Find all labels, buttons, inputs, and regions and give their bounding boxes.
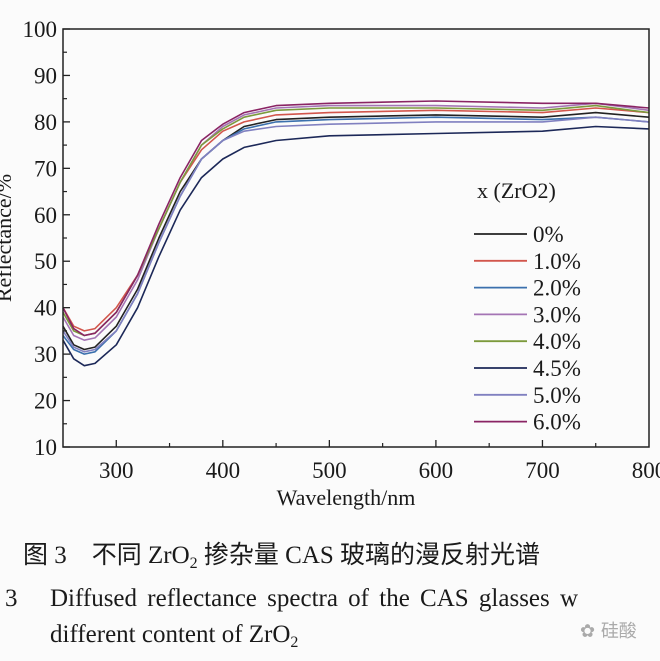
y-tick-label: 60 (34, 203, 57, 228)
y-tick-label: 100 (23, 17, 58, 42)
y-axis-label: Reflectance/% (0, 174, 16, 302)
y-tick-label: 80 (34, 110, 57, 135)
x-axis-label: Wavelength/nm (277, 485, 416, 510)
x-tick-label: 500 (312, 458, 347, 483)
series-line-4-5pct (62, 125, 650, 367)
y-tick-label: 70 (34, 156, 57, 181)
series-line-4-0pct (62, 104, 650, 337)
y-tick-label: 50 (34, 249, 57, 274)
caption-en-line2-text: different content of ZrO (50, 621, 291, 648)
y-tick-label: 20 (34, 389, 57, 414)
legend-label: 5.0% (533, 383, 581, 408)
y-tick-label: 40 (34, 296, 57, 321)
y-tick-label: 30 (34, 342, 57, 367)
y-tick-label: 10 (34, 435, 57, 460)
x-tick-label: 700 (525, 458, 560, 483)
watermark-text: 硅酸 (600, 621, 637, 642)
x-tick-label: 300 (99, 458, 134, 483)
caption-chinese: 图 3 不同 ZrO2 掺杂量 CAS 玻璃的漫反射光谱 (23, 541, 541, 572)
series-line-6-0pct (62, 100, 650, 337)
y-tick-label: 90 (34, 63, 57, 88)
legend-title: x (ZrO2) (477, 178, 556, 203)
caption-en-text: Diffused reflectance spectra of the CAS … (50, 585, 579, 612)
legend-label: 0% (533, 222, 564, 247)
legend-label: 2.0% (533, 276, 581, 301)
caption-cn-text: 图 3 不同 ZrO (23, 542, 190, 569)
x-tick-label: 600 (419, 458, 454, 483)
caption-english-line1: 3 Diffused reflectance spectra of the CAS… (5, 584, 578, 614)
caption-cn-sub: 2 (189, 555, 198, 572)
caption-english-line2: different content of ZrO2 (50, 620, 299, 651)
caption-en-line2-sub: 2 (290, 634, 299, 651)
reflectance-chart: 10 20 30 40 50 60 70 80 90 100 300 400 500 600 700 800 W… (0, 17, 660, 510)
x-tick-label: 400 (206, 458, 241, 483)
series-line-5-0pct (62, 116, 650, 353)
series-line-1-0pct (62, 107, 650, 332)
legend-label: 3.0% (533, 302, 581, 327)
legend-label: 6.0% (533, 410, 581, 435)
caption-cn-suffix: 掺杂量 CAS 玻璃的漫反射光谱 (197, 542, 541, 569)
legend-label: 4.5% (533, 356, 581, 381)
watermark: ✿ 硅酸 (580, 617, 637, 643)
caption-en-number: 3 (5, 585, 18, 612)
x-tick-label: 800 (632, 458, 660, 483)
legend-label: 1.0% (533, 249, 581, 274)
wechat-icon: ✿ (580, 621, 601, 642)
legend-label: 4.0% (533, 329, 581, 354)
